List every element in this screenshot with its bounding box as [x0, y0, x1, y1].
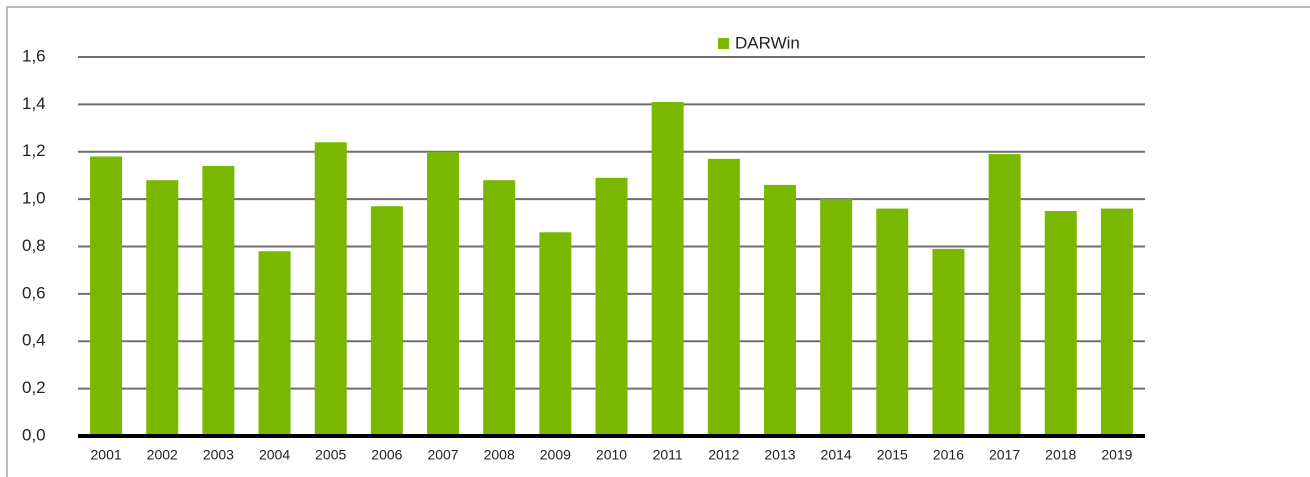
bar: [651, 102, 684, 436]
x-tick-label: 2018: [1045, 447, 1076, 463]
x-tick-label: 2011: [653, 447, 683, 463]
y-tick-label: 1,6: [22, 46, 46, 65]
x-tick-label: 2002: [147, 447, 178, 463]
x-tick-label: 2017: [989, 447, 1020, 463]
x-tick-label: 2003: [203, 447, 234, 463]
x-tick-label: 2012: [708, 447, 739, 463]
legend-label: DARWin: [735, 33, 800, 52]
bar: [258, 251, 291, 436]
frame: [6, 6, 1310, 477]
bar: [427, 151, 460, 436]
x-tick-label: 2006: [371, 447, 402, 463]
bar: [988, 154, 1021, 436]
y-tick-label: 0,0: [22, 425, 46, 444]
bar: [763, 184, 796, 436]
bar: [146, 180, 179, 436]
x-tick-label: 2019: [1101, 447, 1132, 463]
x-tick-label: 2009: [540, 447, 571, 463]
y-tick-label: 1,2: [22, 141, 46, 160]
x-tick-label: 2014: [821, 447, 852, 463]
x-tick-label: 2008: [484, 447, 515, 463]
x-tick-label: 2010: [596, 447, 627, 463]
bar: [707, 158, 740, 436]
bar: [539, 232, 572, 436]
x-tick-label: 2015: [877, 447, 908, 463]
bar: [932, 248, 965, 436]
legend-swatch: [718, 38, 729, 49]
bar: [483, 180, 516, 436]
bar: [314, 142, 347, 436]
bar: [370, 206, 403, 436]
y-tick-label: 0,6: [22, 283, 46, 302]
bar: [876, 208, 909, 436]
bar: [1100, 208, 1133, 436]
y-tick-label: 0,8: [22, 236, 46, 255]
x-tick-label: 2001: [91, 447, 122, 463]
bar: [595, 177, 628, 436]
y-tick-label: 0,2: [22, 378, 46, 397]
y-tick-label: 1,4: [22, 94, 46, 113]
bar: [90, 156, 123, 437]
bar: [202, 165, 235, 436]
x-tick-label: 2016: [933, 447, 964, 463]
y-tick-label: 0,4: [22, 331, 46, 350]
y-tick-label: 1,0: [22, 189, 46, 208]
x-tick-label: 2013: [764, 447, 795, 463]
x-tick-label: 2007: [427, 447, 458, 463]
x-tick-label: 2005: [315, 447, 346, 463]
x-tick-label: 2004: [259, 447, 290, 463]
bar: [1044, 210, 1077, 436]
bar: [820, 199, 853, 436]
